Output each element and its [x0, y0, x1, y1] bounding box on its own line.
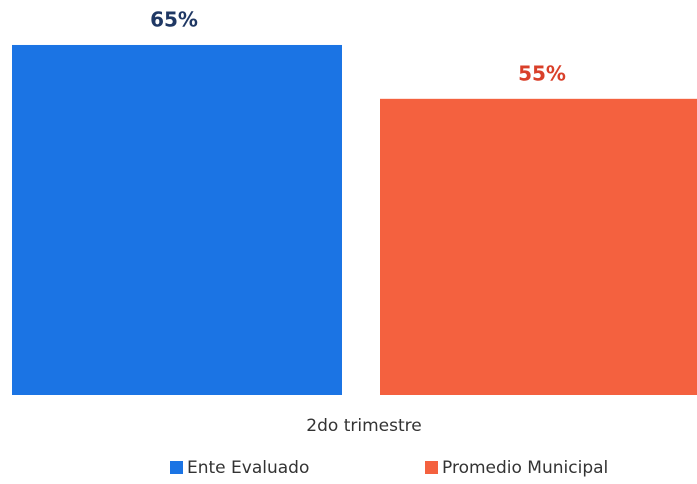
bar: [380, 98, 697, 395]
bar: [12, 44, 342, 395]
legend-label: Ente Evaluado: [187, 458, 309, 478]
x-tick-label: 2do trimestre: [306, 416, 421, 436]
legend-label: Promedio Municipal: [442, 458, 608, 478]
value-label: 65%: [150, 7, 198, 31]
value-label: 55%: [518, 61, 566, 85]
legend-swatch: [425, 461, 438, 474]
legend-swatch: [170, 461, 183, 474]
